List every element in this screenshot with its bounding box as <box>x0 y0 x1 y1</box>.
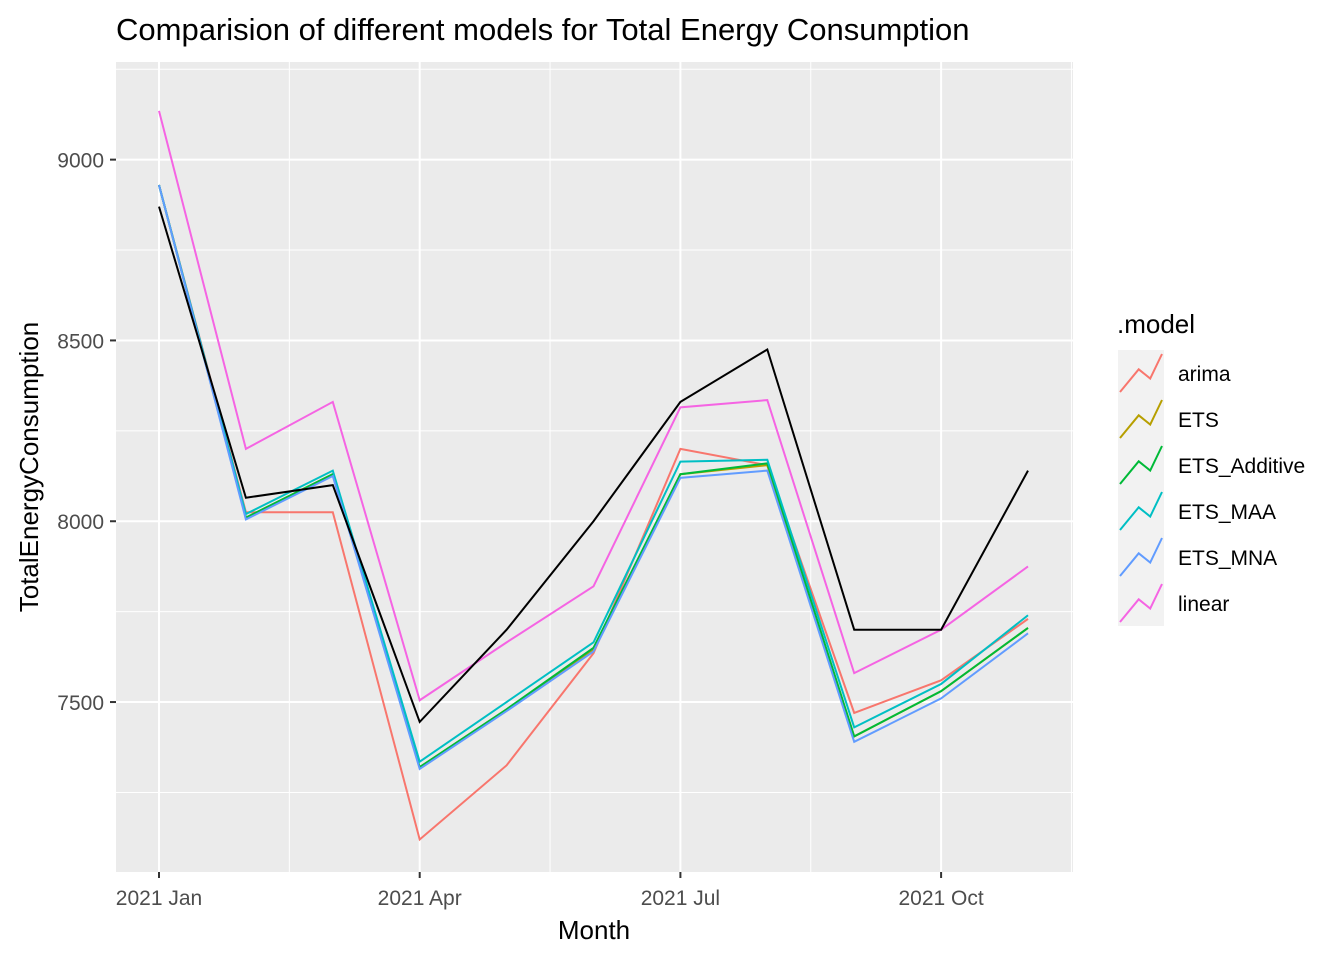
y-tick-label: 8500 <box>57 330 104 353</box>
legend-key-bg <box>1118 580 1164 626</box>
legend-key-bg <box>1118 488 1164 534</box>
legend-label: arima <box>1178 363 1231 386</box>
legend-key-ets <box>1119 399 1163 439</box>
series-line-ets-maa <box>158 184 1029 764</box>
legend: .model arima ETS ETS_Additive ETS_MAA ETS_MN… <box>1117 309 1305 626</box>
series-line-ets-mna <box>158 184 1029 771</box>
legend-label: linear <box>1178 593 1229 616</box>
legend-key-arima <box>1119 353 1163 393</box>
y-axis: 7500 8000 8500 9000 <box>57 150 116 715</box>
legend-label: ETS_MNA <box>1178 547 1277 570</box>
y-tick-label: 9000 <box>57 150 104 173</box>
x-axis: 2021 Jan 2021 Apr 2021 Jul 2021 Oct <box>116 872 984 910</box>
y-tick-label: 8000 <box>57 511 104 534</box>
plot-panel <box>116 62 1073 872</box>
chart-title: Comparision of different models for Tota… <box>116 12 970 47</box>
legend-key-ets-maa <box>1119 491 1163 531</box>
legend-key-bg <box>1118 396 1164 442</box>
y-tick-label: 7500 <box>57 692 104 715</box>
x-tick-label: 2021 Jan <box>116 887 202 910</box>
legend-key-linear <box>1119 583 1163 623</box>
legend-label: ETS_Additive <box>1178 455 1305 478</box>
legend-label: ETS_MAA <box>1178 501 1276 524</box>
x-tick-label: 2021 Jul <box>641 887 720 910</box>
legend-key-ets-mna <box>1119 537 1163 577</box>
legend-key-bg <box>1118 350 1164 396</box>
x-tick-label: 2021 Oct <box>898 887 983 910</box>
series-line-arima <box>158 184 1029 842</box>
major-gridlines <box>116 62 1073 872</box>
legend-key-bg <box>1118 534 1164 580</box>
y-axis-label: TotalEnergyConsumption <box>14 322 44 613</box>
legend-key-bg <box>1118 442 1164 488</box>
legend-title: .model <box>1117 309 1195 339</box>
series-line-linear <box>158 110 1029 702</box>
legend-label: ETS <box>1178 409 1219 432</box>
series-lines <box>158 110 1029 842</box>
x-tick-label: 2021 Apr <box>378 887 462 910</box>
minor-gridlines <box>116 62 1073 872</box>
legend-key-ets-additive <box>1119 445 1163 485</box>
actual-data-line <box>158 206 1029 724</box>
x-axis-label: Month <box>558 915 630 945</box>
